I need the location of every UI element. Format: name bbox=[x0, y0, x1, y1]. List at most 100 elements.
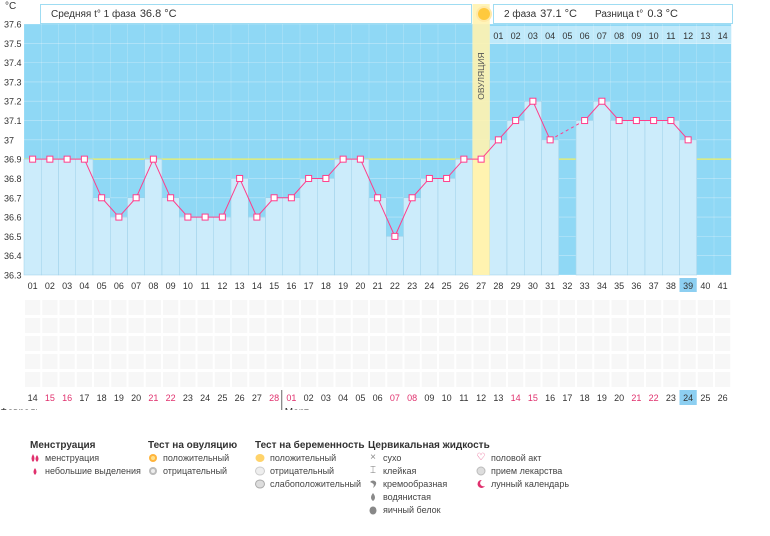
symbol-cell bbox=[94, 372, 110, 387]
symbol-cell bbox=[594, 318, 610, 333]
symbol-cell bbox=[611, 372, 627, 387]
symbol-cell bbox=[301, 336, 317, 351]
legend-intercourse: ♡ половой акт bbox=[476, 452, 542, 464]
symbol-cell bbox=[473, 354, 489, 369]
symbol-cell bbox=[404, 372, 420, 387]
cycle-day-label: 25 bbox=[442, 281, 452, 291]
symbol-cell bbox=[715, 336, 731, 351]
temperature-bar bbox=[299, 178, 318, 276]
symbol-cell bbox=[663, 318, 679, 333]
phase2-day-label: 07 bbox=[597, 31, 607, 41]
symbol-cell bbox=[214, 336, 230, 351]
cycle-day-label: 29 bbox=[511, 281, 521, 291]
drop-heavy-icon bbox=[30, 453, 40, 463]
legend-spotting: небольшие выделения bbox=[30, 466, 141, 476]
temperature-bar bbox=[41, 158, 59, 276]
temperature-bar bbox=[575, 120, 594, 276]
temperature-bar bbox=[110, 216, 128, 276]
symbol-cell bbox=[76, 372, 92, 387]
symbol-cell bbox=[76, 336, 92, 351]
temperature-chart: ОВУЛЯЦИЯ 37.6 37.5 37.4 37.3 37.2 37.1 37 36.9 3… bbox=[0, 4, 732, 410]
symbol-cell bbox=[594, 336, 610, 351]
symbol-cell bbox=[559, 318, 575, 333]
date-label: 10 bbox=[442, 393, 452, 403]
temperature-point bbox=[29, 155, 37, 163]
symbol-cell bbox=[76, 354, 92, 369]
phase2-label: 2 фаза bbox=[504, 8, 537, 20]
y-tick-label: 37.3 bbox=[4, 77, 22, 87]
symbol-cell bbox=[680, 318, 696, 333]
date-label: 19 bbox=[597, 393, 607, 403]
cycle-day-label: 22 bbox=[390, 281, 400, 291]
phase2-day-strip bbox=[489, 26, 732, 44]
symbol-cell bbox=[128, 336, 144, 351]
y-tick-label: 37.6 bbox=[4, 20, 22, 30]
symbol-cell bbox=[490, 372, 506, 387]
symbol-cell bbox=[42, 300, 58, 315]
symbol-cell bbox=[197, 354, 213, 369]
symbol-cell bbox=[163, 318, 179, 333]
y-tick-label: 37.5 bbox=[4, 39, 22, 49]
symbol-cell bbox=[663, 300, 679, 315]
symbol-cell bbox=[249, 318, 265, 333]
unit-label: °C bbox=[5, 1, 17, 12]
heart-icon: ♡ bbox=[476, 452, 486, 463]
temperature-line bbox=[135, 158, 154, 198]
symbol-cell bbox=[508, 354, 524, 369]
symbol-cell bbox=[335, 318, 351, 333]
cycle-day-label: 04 bbox=[79, 281, 89, 291]
symbol-cell bbox=[421, 300, 437, 315]
legend-label: клейкая bbox=[383, 466, 417, 476]
date-label: 17 bbox=[562, 393, 572, 403]
symbol-cell bbox=[542, 336, 558, 351]
cycle-day-label: 12 bbox=[217, 281, 227, 291]
symbol-cell bbox=[577, 372, 593, 387]
date-label: 11 bbox=[459, 393, 468, 403]
symbol-cell bbox=[301, 372, 317, 387]
symbol-cell bbox=[387, 372, 403, 387]
temperature-point bbox=[598, 97, 606, 105]
symbol-cell bbox=[439, 354, 455, 369]
symbol-cell bbox=[197, 318, 213, 333]
temperature-bar bbox=[455, 158, 473, 276]
symbol-cell bbox=[283, 318, 299, 333]
temperature-point bbox=[63, 155, 71, 163]
y-tick-label: 37.2 bbox=[4, 97, 22, 107]
symbol-cell bbox=[111, 300, 127, 315]
symbol-cell bbox=[111, 318, 127, 333]
temperature-point bbox=[132, 194, 140, 202]
date-label: 22 bbox=[166, 393, 176, 403]
symbol-cell bbox=[594, 300, 610, 315]
temperature-bar bbox=[351, 158, 370, 276]
temperature-bar bbox=[75, 158, 94, 276]
date-label: 21 bbox=[631, 393, 641, 403]
legend-cervical-creamy: кремообразная bbox=[368, 479, 447, 489]
symbol-cell bbox=[318, 318, 334, 333]
symbol-cell bbox=[318, 300, 334, 315]
symbol-cell bbox=[646, 336, 662, 351]
symbol-cell bbox=[680, 354, 696, 369]
legend-medication: прием лекарства bbox=[476, 466, 562, 476]
symbol-cell bbox=[628, 318, 644, 333]
temperature-line bbox=[532, 101, 551, 141]
symbol-cell bbox=[25, 300, 41, 315]
legend-pregnancy-negative: отрицательный bbox=[255, 466, 334, 476]
temperature-point bbox=[494, 136, 502, 144]
phase2-day-label: 10 bbox=[649, 31, 659, 41]
symbol-cell bbox=[111, 372, 127, 387]
symbol-cell bbox=[197, 336, 213, 351]
symbol-cell bbox=[628, 300, 644, 315]
cycle-day-label: 10 bbox=[183, 281, 193, 291]
symbol-cell bbox=[697, 372, 713, 387]
symbol-cell bbox=[42, 372, 58, 387]
pregnancy-positive-icon bbox=[255, 453, 265, 463]
cycle-day-label: 11 bbox=[200, 281, 209, 291]
date-label: 25 bbox=[700, 393, 710, 403]
cycle-day-label: 38 bbox=[666, 281, 676, 291]
legend-label: менструация bbox=[45, 453, 100, 463]
date-label: 08 bbox=[407, 393, 417, 403]
symbol-cell bbox=[301, 318, 317, 333]
date-label: 24 bbox=[200, 393, 210, 403]
temperature-point bbox=[184, 213, 192, 221]
temperature-bar bbox=[58, 158, 76, 276]
